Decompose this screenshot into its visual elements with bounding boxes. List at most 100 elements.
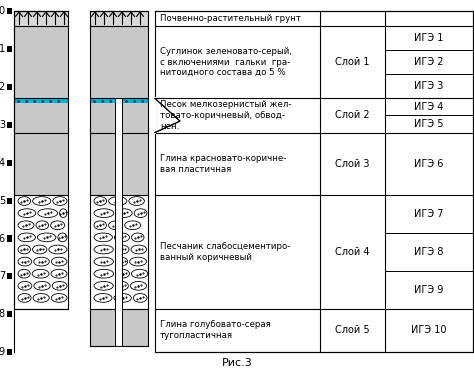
Ellipse shape bbox=[18, 282, 32, 290]
Bar bbox=[90, 26, 148, 98]
Text: ИГЭ 6: ИГЭ 6 bbox=[414, 159, 444, 169]
Text: 1: 1 bbox=[0, 44, 5, 54]
Text: 9: 9 bbox=[0, 347, 5, 357]
Text: Песчаник слабосцементиро-
ванный коричневый: Песчаник слабосцементиро- ванный коричне… bbox=[160, 242, 291, 262]
Bar bbox=[7, 122, 12, 128]
Ellipse shape bbox=[60, 209, 67, 217]
Bar bbox=[8, 12, 13, 352]
Bar bbox=[14, 26, 68, 98]
Text: Глина голубовато-серая
тугопластичная: Глина голубовато-серая тугопластичная bbox=[160, 321, 271, 340]
Ellipse shape bbox=[94, 257, 113, 266]
Text: 8: 8 bbox=[0, 309, 5, 319]
Text: 5: 5 bbox=[0, 196, 5, 206]
Bar bbox=[14, 195, 68, 309]
Text: 2: 2 bbox=[0, 82, 5, 92]
Ellipse shape bbox=[94, 245, 113, 254]
Text: 3: 3 bbox=[0, 120, 5, 130]
Text: ИГЭ 5: ИГЭ 5 bbox=[414, 119, 444, 129]
Ellipse shape bbox=[116, 257, 128, 266]
Bar bbox=[155, 12, 473, 352]
Ellipse shape bbox=[18, 233, 36, 242]
Ellipse shape bbox=[32, 269, 49, 278]
Ellipse shape bbox=[18, 245, 30, 254]
Text: Суглинок зеленовато-серый,
с включениями  гальки  гра-
нитоидного состава до 5 %: Суглинок зеленовато-серый, с включениями… bbox=[160, 47, 292, 77]
Ellipse shape bbox=[109, 197, 127, 206]
Ellipse shape bbox=[114, 233, 129, 242]
Text: Почвенно-растительный грунт: Почвенно-растительный грунт bbox=[160, 14, 301, 23]
Ellipse shape bbox=[36, 221, 49, 230]
Bar bbox=[90, 12, 148, 347]
Ellipse shape bbox=[49, 245, 67, 254]
Ellipse shape bbox=[18, 209, 36, 217]
Bar bbox=[14, 12, 68, 26]
Text: ИГЭ 7: ИГЭ 7 bbox=[414, 209, 444, 219]
Bar bbox=[7, 46, 12, 52]
Text: Слой 2: Слой 2 bbox=[335, 111, 370, 121]
Bar bbox=[90, 132, 148, 195]
Ellipse shape bbox=[131, 233, 144, 242]
Bar bbox=[90, 98, 148, 132]
Ellipse shape bbox=[94, 233, 112, 242]
Bar bbox=[155, 12, 473, 352]
Bar bbox=[116, 98, 122, 347]
Ellipse shape bbox=[125, 221, 141, 230]
Bar bbox=[7, 236, 12, 242]
Text: Песок мелкозернистый жел-
товато-коричневый, обвод-
нен.: Песок мелкозернистый жел- товато-коричне… bbox=[160, 100, 292, 131]
Bar bbox=[14, 98, 68, 132]
Ellipse shape bbox=[53, 197, 67, 206]
Ellipse shape bbox=[114, 293, 131, 302]
Text: ИГЭ 10: ИГЭ 10 bbox=[411, 325, 447, 335]
Ellipse shape bbox=[94, 282, 113, 290]
Bar bbox=[7, 311, 12, 317]
Ellipse shape bbox=[33, 197, 51, 206]
Ellipse shape bbox=[94, 293, 112, 302]
Bar bbox=[90, 12, 148, 26]
Ellipse shape bbox=[51, 257, 67, 266]
Ellipse shape bbox=[51, 293, 67, 302]
Bar bbox=[116, 98, 122, 348]
Ellipse shape bbox=[51, 269, 67, 278]
Ellipse shape bbox=[134, 209, 147, 217]
Text: Рис.3: Рис.3 bbox=[222, 358, 252, 368]
Text: 6: 6 bbox=[0, 233, 5, 243]
Text: ИГЭ 1: ИГЭ 1 bbox=[414, 33, 444, 43]
Bar bbox=[7, 160, 12, 166]
Text: 7: 7 bbox=[0, 271, 5, 281]
Ellipse shape bbox=[116, 269, 129, 278]
Bar bbox=[90, 309, 148, 347]
Ellipse shape bbox=[33, 293, 49, 302]
Ellipse shape bbox=[129, 197, 145, 206]
Ellipse shape bbox=[131, 245, 146, 254]
Ellipse shape bbox=[18, 269, 30, 278]
Ellipse shape bbox=[37, 233, 56, 242]
Ellipse shape bbox=[94, 197, 107, 206]
Bar bbox=[7, 8, 12, 14]
Text: Слой 1: Слой 1 bbox=[335, 57, 370, 67]
Ellipse shape bbox=[130, 257, 146, 266]
Bar bbox=[90, 98, 148, 103]
Bar bbox=[7, 198, 12, 204]
Text: ИГЭ 4: ИГЭ 4 bbox=[414, 102, 444, 112]
Ellipse shape bbox=[34, 257, 49, 266]
Bar bbox=[14, 132, 68, 195]
Ellipse shape bbox=[34, 282, 50, 290]
Ellipse shape bbox=[94, 209, 114, 217]
Text: ИГЭ 3: ИГЭ 3 bbox=[414, 81, 444, 91]
Bar bbox=[14, 98, 68, 103]
Ellipse shape bbox=[133, 293, 147, 302]
Ellipse shape bbox=[130, 282, 146, 290]
Text: ИГЭ 9: ИГЭ 9 bbox=[414, 285, 444, 295]
Text: ИГЭ 2: ИГЭ 2 bbox=[414, 57, 444, 67]
Ellipse shape bbox=[131, 269, 148, 278]
Ellipse shape bbox=[18, 221, 34, 230]
Bar bbox=[14, 12, 68, 309]
Text: 4: 4 bbox=[0, 158, 5, 168]
Ellipse shape bbox=[58, 233, 67, 242]
Text: Слой 4: Слой 4 bbox=[335, 247, 370, 257]
Bar bbox=[90, 195, 148, 309]
Text: Слой 5: Слой 5 bbox=[335, 325, 370, 335]
Text: 0: 0 bbox=[0, 6, 5, 16]
Bar bbox=[7, 84, 12, 90]
Ellipse shape bbox=[52, 282, 67, 290]
Ellipse shape bbox=[94, 221, 107, 230]
